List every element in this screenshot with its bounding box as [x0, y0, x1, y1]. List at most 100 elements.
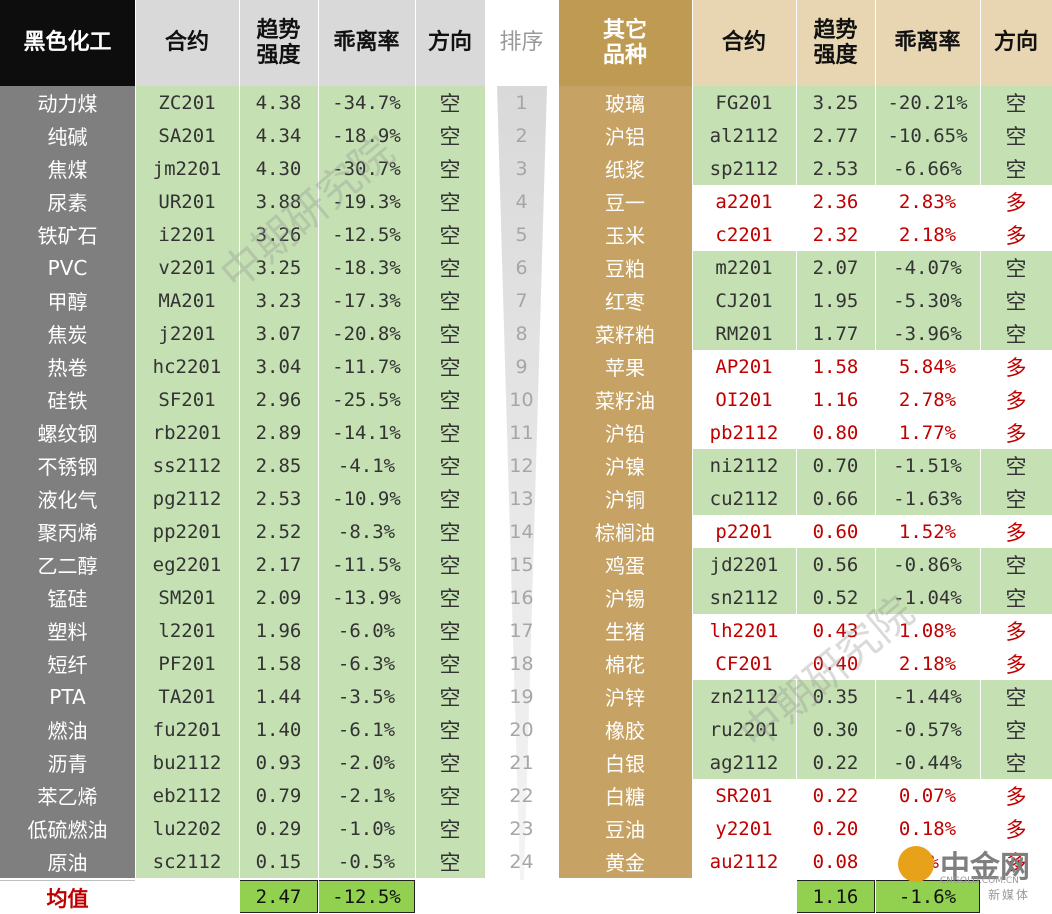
left-direction-cell: 空: [415, 350, 485, 383]
rank-cell: 1: [515, 91, 528, 114]
right-direction-cell: 多: [980, 845, 1052, 878]
right-strength-cell: 0.60: [796, 515, 875, 548]
right-contract-cell: ag2112: [692, 746, 796, 779]
left-category-cell: 热卷: [0, 350, 135, 383]
left-deviation-cell: -20.8%: [318, 317, 415, 350]
left-category-cell: 燃油: [0, 713, 135, 746]
right-direction-cell: 空: [980, 713, 1052, 746]
right-category-cell: 白银: [558, 746, 692, 779]
left-category-cell: 液化气: [0, 482, 135, 515]
rank-cell: 5: [515, 223, 528, 246]
rank-cell: 2: [515, 124, 528, 147]
right-contract-cell: OI201: [692, 383, 796, 416]
left-category-cell: 苯乙烯: [0, 779, 135, 812]
left-strength-cell: 3.25: [239, 251, 318, 284]
right-strength-cell: 0.22: [796, 779, 875, 812]
left-category-cell: 焦煤: [0, 152, 135, 185]
left-contract-cell: ZC201: [135, 86, 239, 119]
left-deviation-cell: -18.9%: [318, 119, 415, 152]
rank-cell: 15: [509, 553, 534, 576]
left-direction-cell: 空: [415, 680, 485, 713]
right-category-cell: 玉米: [558, 218, 692, 251]
right-contract-cell: m2201: [692, 251, 796, 284]
left-deviation-cell: -18.3%: [318, 251, 415, 284]
left-contract-cell: MA201: [135, 284, 239, 317]
right-direction-cell: 空: [980, 581, 1052, 614]
left-deviation-cell: -11.5%: [318, 548, 415, 581]
right-category-cell: 鸡蛋: [558, 548, 692, 581]
logo-subtitle: 新媒体: [988, 888, 1031, 902]
left-strength-cell: 0.15: [239, 845, 318, 878]
right-strength-cell: 2.53: [796, 152, 875, 185]
column-divider: [415, 0, 416, 913]
rank-cell: 16: [509, 586, 534, 609]
right-strength-cell: 2.07: [796, 251, 875, 284]
left-category-cell: 乙二醇: [0, 548, 135, 581]
right-contract-cell: AP201: [692, 350, 796, 383]
right-strength-cell: 0.22: [796, 746, 875, 779]
left-direction-cell: 空: [415, 581, 485, 614]
left-strength-cell: 4.30: [239, 152, 318, 185]
left-direction-cell: 空: [415, 251, 485, 284]
left-strength-cell: 1.58: [239, 647, 318, 680]
left-direction-cell: 空: [415, 614, 485, 647]
right-strength-cell: 1.77: [796, 317, 875, 350]
left-contract-cell: eb2112: [135, 779, 239, 812]
right-category-cell: 橡胶: [558, 713, 692, 746]
right-strength-cell: 0.80: [796, 416, 875, 449]
column-divider: [135, 0, 136, 913]
left-category-cell: 不锈钢: [0, 449, 135, 482]
right-deviation-cell: -1.63%: [875, 482, 980, 515]
right-contract-cell: cu2112: [692, 482, 796, 515]
left-deviation-cell: -10.9%: [318, 482, 415, 515]
left-direction-cell: 空: [415, 482, 485, 515]
left-deviation-cell: -25.5%: [318, 383, 415, 416]
rank-header: 排序: [485, 0, 558, 86]
left-deviation-cell: -17.3%: [318, 284, 415, 317]
right-strength-cell: 0.70: [796, 449, 875, 482]
left-direction-cell: 空: [415, 746, 485, 779]
left-contract-cell: SF201: [135, 383, 239, 416]
right-contract-cell: sp2112: [692, 152, 796, 185]
left-contract-cell: ss2112: [135, 449, 239, 482]
left-category-cell: 动力煤: [0, 86, 135, 119]
rank-cell: 4: [515, 190, 528, 213]
left-deviation-cell: -13.9%: [318, 581, 415, 614]
right-deviation-cell: 2.83%: [875, 185, 980, 218]
right-average-deviation: -1.6%: [875, 880, 980, 913]
left-category-header: 黑色化工: [0, 0, 135, 86]
left-contract-cell: rb2201: [135, 416, 239, 449]
right-direction-cell: 空: [980, 482, 1052, 515]
right-category-cell: 棉花: [558, 647, 692, 680]
right-direction-cell: 空: [980, 86, 1052, 119]
left-deviation-cell: -34.7%: [318, 86, 415, 119]
right-strength-cell: 2.32: [796, 218, 875, 251]
right-header-deviation: 乖离率: [875, 0, 980, 86]
right-category-cell: 棕榈油: [558, 515, 692, 548]
left-deviation-cell: -30.7%: [318, 152, 415, 185]
left-direction-cell: 空: [415, 779, 485, 812]
left-contract-cell: bu2112: [135, 746, 239, 779]
rank-cell: 14: [509, 520, 534, 543]
left-strength-cell: 3.26: [239, 218, 318, 251]
left-direction-cell: 空: [415, 812, 485, 845]
right-deviation-cell: -1.44%: [875, 680, 980, 713]
column-divider: [485, 0, 486, 913]
rank-cell: 9: [515, 355, 528, 378]
left-category-cell: 锰硅: [0, 581, 135, 614]
rank-cell: 6: [515, 256, 528, 279]
right-direction-cell: 多: [980, 614, 1052, 647]
left-strength-cell: 2.89: [239, 416, 318, 449]
left-direction-cell: 空: [415, 515, 485, 548]
left-direction-cell: 空: [415, 548, 485, 581]
right-strength-cell: 0.30: [796, 713, 875, 746]
average-label: 均值: [0, 880, 135, 914]
right-contract-cell: FG201: [692, 86, 796, 119]
right-category-cell: 豆油: [558, 812, 692, 845]
left-header-contract: 合约: [135, 0, 239, 86]
left-strength-cell: 3.88: [239, 185, 318, 218]
right-header-contract: 合约: [692, 0, 796, 86]
right-contract-cell: pb2112: [692, 416, 796, 449]
left-contract-cell: UR201: [135, 185, 239, 218]
left-contract-cell: fu2201: [135, 713, 239, 746]
